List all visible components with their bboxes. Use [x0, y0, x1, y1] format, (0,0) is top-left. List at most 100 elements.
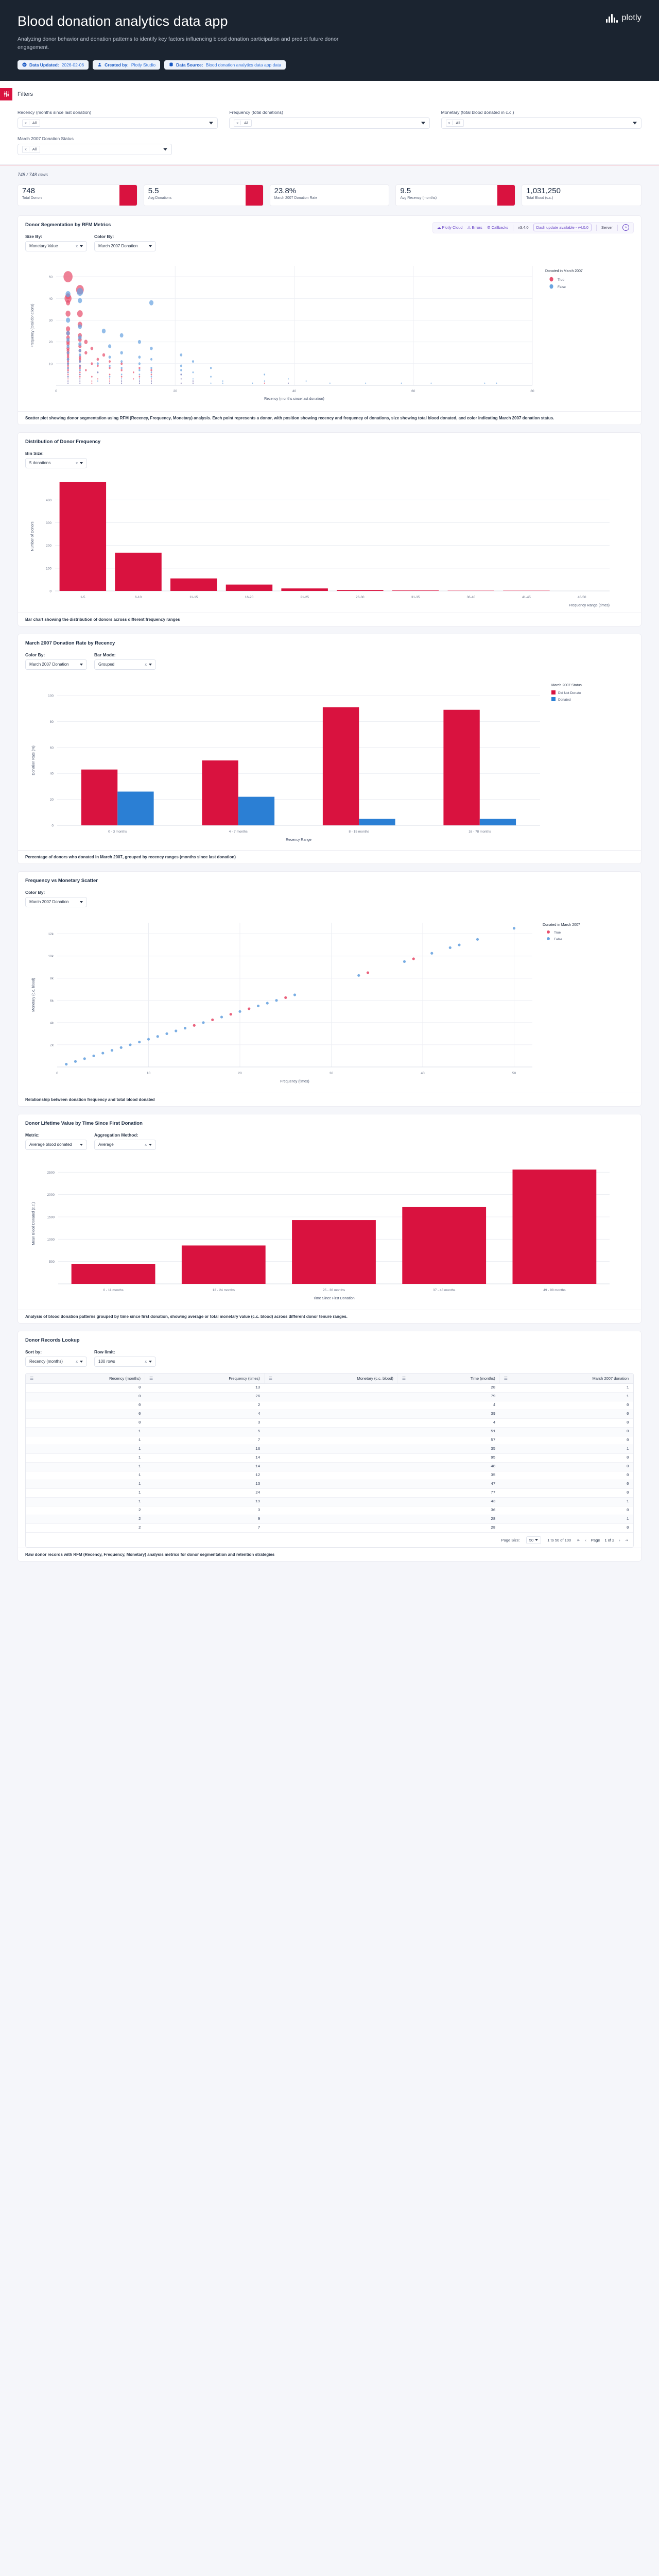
chevron-down-icon[interactable] [209, 122, 214, 124]
collapse-devtools-icon[interactable]: » [622, 224, 629, 231]
filter-chip[interactable]: x All [445, 119, 464, 127]
clear-icon[interactable]: x [145, 1359, 147, 1364]
chevron-down-icon[interactable] [632, 122, 637, 124]
table-row[interactable]: 1 12 35 0 [26, 1471, 633, 1480]
badge-value: Blood donation analytics data app data [205, 62, 282, 67]
dash-update-badge[interactable]: Dash update available - v4.0.0 [533, 224, 592, 231]
filter-recency-select[interactable]: x All [18, 117, 218, 129]
table-cell: 9 [145, 1515, 265, 1524]
table-column-header[interactable]: ☰ Recency (months) [26, 1373, 146, 1384]
bar-mode-select[interactable]: Grouped x [94, 659, 156, 670]
next-page-button[interactable]: › [619, 1537, 620, 1543]
table-column-header[interactable]: ☰ Monetary (c.c. blood) [264, 1373, 398, 1384]
bin-size-select[interactable]: 5 donations x [25, 457, 87, 468]
color-by-select[interactable]: March 2007 Donation [94, 241, 156, 251]
errors-link[interactable]: ⚠ Errors [467, 225, 482, 230]
chevron-down-icon[interactable] [421, 122, 425, 124]
table-row[interactable]: 0 4 39 0 [26, 1410, 633, 1419]
column-filter-icon[interactable]: ☰ [149, 1376, 153, 1381]
color-by-select[interactable]: March 2007 Donation [25, 896, 87, 907]
lifetime-value-bar-chart[interactable]: 0 - 11 months 12 - 24 months 25 - 36 month… [25, 1155, 634, 1310]
column-filter-icon[interactable]: ☰ [268, 1376, 272, 1381]
column-filter-icon[interactable]: ☰ [30, 1376, 34, 1381]
prev-page-button[interactable]: ‹ [585, 1537, 586, 1543]
svg-text:16 - 78 months: 16 - 78 months [469, 830, 491, 834]
chevron-down-icon[interactable] [149, 1143, 152, 1146]
chevron-down-icon[interactable] [149, 663, 152, 666]
table-row[interactable]: 2 7 28 0 [26, 1523, 633, 1533]
plotly-cloud-link[interactable]: ☁ Plotly Cloud [437, 225, 463, 230]
first-page-button[interactable]: ⇤ [577, 1537, 581, 1543]
clear-icon[interactable]: x [76, 1359, 78, 1364]
filter-chip[interactable]: x All [22, 119, 41, 127]
column-filter-icon[interactable]: ☰ [504, 1376, 508, 1381]
chevron-down-icon[interactable] [535, 1539, 539, 1541]
table-row[interactable]: 1 13 47 0 [26, 1480, 633, 1489]
table-row[interactable]: 1 16 35 1 [26, 1445, 633, 1454]
metric-select[interactable]: Average blood donated [25, 1139, 87, 1150]
rfm-scatter-plot[interactable]: 0 20 40 60 80 10 20 30 40 50 Recency (months since… [25, 257, 634, 411]
server-status[interactable]: Server [601, 225, 613, 230]
frequency-monetary-scatter[interactable]: 0 10 20 30 40 50 2k 4k 6k 8k 10k 12k Frequency (time… [25, 912, 634, 1093]
clear-icon[interactable]: x [145, 1142, 147, 1147]
color-by-select[interactable]: March 2007 Donation [25, 659, 87, 670]
aggregation-select[interactable]: Average x [94, 1139, 156, 1150]
table-row[interactable]: 2 9 28 1 [26, 1515, 633, 1524]
remove-icon[interactable]: x [446, 121, 453, 125]
table-cell: 7 [145, 1523, 265, 1533]
filter-chip[interactable]: x All [234, 119, 252, 127]
chevron-down-icon[interactable] [80, 663, 83, 666]
filter-monetary-select[interactable]: x All [441, 117, 641, 129]
clear-icon[interactable]: x [145, 662, 147, 667]
table-row[interactable]: 1 14 48 0 [26, 1462, 633, 1471]
clear-icon[interactable]: x [76, 244, 78, 248]
chevron-down-icon[interactable] [149, 1360, 152, 1363]
table-column-header[interactable]: ☰ Time (months) [397, 1373, 500, 1384]
table-column-header[interactable]: ☰ Frequency (times) [145, 1373, 265, 1384]
chevron-down-icon[interactable] [80, 901, 83, 903]
donation-rate-bar-chart[interactable]: 0 - 3 months 4 - 7 months 8 - 15 months 16 … [25, 675, 634, 850]
chevron-down-icon[interactable] [80, 462, 83, 464]
svg-text:Donated in March 2007: Donated in March 2007 [545, 269, 583, 273]
filters-row-1: Recency (months since last donation) x A… [0, 103, 659, 129]
chevron-down-icon[interactable] [163, 148, 167, 150]
frequency-bar-chart[interactable]: 1-5 6-10 11-15 16-20 21-25 26-30 31-35 36-40 41-… [25, 473, 634, 613]
dash-devtools-toolbar[interactable]: ☁ Plotly Cloud ⚠ Errors ⚙ Callbacks v3.4… [432, 222, 634, 233]
table-row[interactable]: 0 26 79 1 [26, 1392, 633, 1401]
remove-icon[interactable]: x [23, 147, 29, 151]
badge-created-by: Created by: Plotly Studio [93, 60, 161, 70]
svg-text:60: 60 [411, 389, 415, 393]
row-limit-select[interactable]: 100 rows x [94, 1356, 156, 1367]
table-cell: 2 [26, 1523, 145, 1533]
table-row[interactable]: 1 14 95 0 [26, 1453, 633, 1463]
filter-frequency-select[interactable]: x All [229, 117, 430, 129]
last-page-button[interactable]: ⇥ [625, 1537, 628, 1543]
sort-by-select[interactable]: Recency (months) x [25, 1356, 87, 1367]
table-row[interactable]: 2 3 36 0 [26, 1506, 633, 1515]
filter-chip[interactable]: x All [22, 145, 41, 153]
table-cell: 79 [397, 1392, 500, 1401]
clear-icon[interactable]: x [76, 461, 78, 465]
user-icon [97, 62, 102, 67]
table-cell [264, 1506, 398, 1515]
table-row[interactable]: 1 19 43 1 [26, 1497, 633, 1506]
table-row[interactable]: 1 7 57 0 [26, 1436, 633, 1445]
table-row[interactable]: 1 5 51 0 [26, 1427, 633, 1436]
table-row[interactable]: 0 13 28 1 [26, 1383, 633, 1393]
chevron-down-icon[interactable] [149, 245, 152, 247]
remove-icon[interactable]: x [234, 121, 241, 125]
svg-text:300: 300 [46, 521, 51, 525]
table-column-header[interactable]: ☰ March 2007 donation [499, 1373, 633, 1384]
size-by-select[interactable]: Monetary Value x [25, 241, 87, 251]
page-size-select[interactable]: 50 [526, 1536, 542, 1544]
column-filter-icon[interactable]: ☰ [402, 1376, 406, 1381]
filter-march-status-select[interactable]: x All [18, 143, 172, 155]
remove-icon[interactable]: x [23, 121, 29, 125]
table-row[interactable]: 1 24 77 0 [26, 1488, 633, 1498]
chevron-down-icon[interactable] [80, 1143, 83, 1146]
callbacks-link[interactable]: ⚙ Callbacks [487, 225, 509, 230]
chevron-down-icon[interactable] [80, 1360, 83, 1363]
chevron-down-icon[interactable] [80, 245, 83, 247]
